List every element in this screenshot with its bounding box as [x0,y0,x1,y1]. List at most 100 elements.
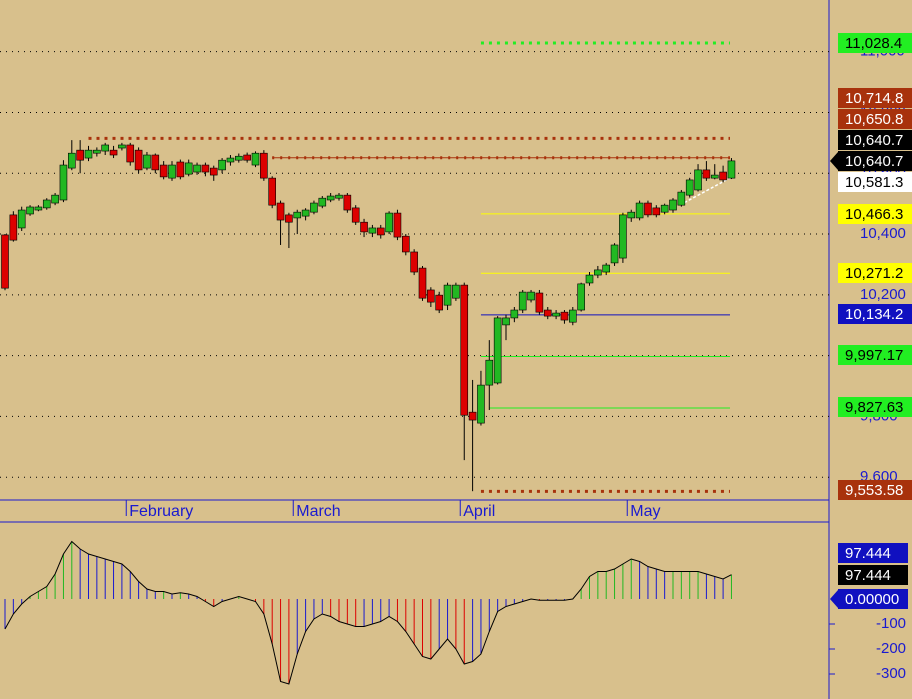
candle-body [602,264,611,273]
price-box [838,345,912,365]
candle-body [619,214,627,259]
candle-body [710,174,719,179]
candle-body [702,169,711,179]
candle-body [285,214,293,223]
candle-body [201,164,210,173]
y-tick-label: -200 [876,640,906,657]
y-tick-label: -300 [876,665,906,682]
y-tick-label: 10,200 [860,286,906,303]
candle-body [318,197,327,207]
candle-body [719,171,727,181]
price-label: 10,640.7 [845,132,903,149]
candle-body [552,312,560,317]
candle-body [310,202,318,213]
candle-body [17,209,26,229]
price-arrow [830,152,838,170]
candle-body [502,317,510,326]
candle-body [560,311,569,321]
indicator-label: 97.444 [845,545,891,562]
candle-body [660,204,669,213]
candle-body [84,149,93,159]
candle-body [493,317,502,384]
candle-body [126,144,135,163]
x-tick-label: March [296,503,340,520]
candle-body [652,207,661,216]
price-label: 11,028.4 [845,35,902,52]
candle-body [268,177,277,206]
indicator-box [838,543,908,563]
price-label: 10,714.8 [845,90,903,107]
candle-body [209,167,218,176]
candle-body [159,164,168,178]
candle-body [143,154,151,169]
price-label: 9,553.58 [845,482,903,499]
candle-body [151,154,160,171]
indicator-label: 0.00000 [845,591,899,608]
candle-body [418,267,427,299]
candle-body [694,169,702,191]
candle-body [435,294,444,311]
y-tick-label: -100 [876,615,906,632]
candle-body [460,284,469,416]
candle-body [235,155,243,161]
candle-body [594,269,602,276]
candle-body [276,202,285,221]
indicator-box [838,565,908,585]
candle-body [468,411,477,421]
x-tick-label: February [129,503,193,520]
candle-body [226,157,235,163]
candle-body [485,359,494,386]
candle-body [51,194,59,204]
candle-body [685,179,694,196]
indicator-label: 97.444 [845,567,891,584]
candle-body [251,152,260,166]
candle-body [644,202,652,216]
candle-body [443,284,452,306]
price-box [838,204,912,224]
candle-body [260,152,268,179]
candle-body [34,206,43,211]
candle-body [477,384,485,424]
candle-body [510,309,519,319]
candle-body [527,291,535,301]
price-label: 10,271.2 [845,265,903,282]
indicator-arrow [830,590,838,608]
candle-body [293,211,302,219]
candle-body [727,160,736,179]
price-label: 10,650.8 [845,111,903,128]
candle-body [368,227,377,234]
x-tick-label: May [630,503,660,520]
candle-body [93,149,101,154]
candle-body [109,149,118,156]
price-label: 9,827.63 [845,399,903,416]
candle-body [193,164,201,173]
candle-body [518,291,527,311]
price-box [838,88,912,108]
price-box [838,151,912,171]
candle-body [535,292,544,313]
candle-body [343,194,352,211]
candle-body [401,235,410,253]
price-box [838,263,912,283]
price-box [838,397,912,417]
candle-body [385,212,393,233]
candle-body [635,202,644,219]
y-tick-label: 10,400 [860,225,906,242]
x-tick-label: April [463,503,495,520]
price-box [838,304,912,324]
candle-body [410,251,418,273]
candle-body [59,164,68,201]
price-label: 10,640.7 [845,153,903,170]
candle-body [243,154,251,161]
candle-body [335,194,343,199]
candle-body [568,309,577,323]
indicator-box [838,589,908,609]
candle-body [118,144,126,149]
price-label: 10,581.3 [845,174,903,191]
candle-body [68,152,76,169]
candle-body [677,191,686,206]
candle-body [326,195,335,201]
